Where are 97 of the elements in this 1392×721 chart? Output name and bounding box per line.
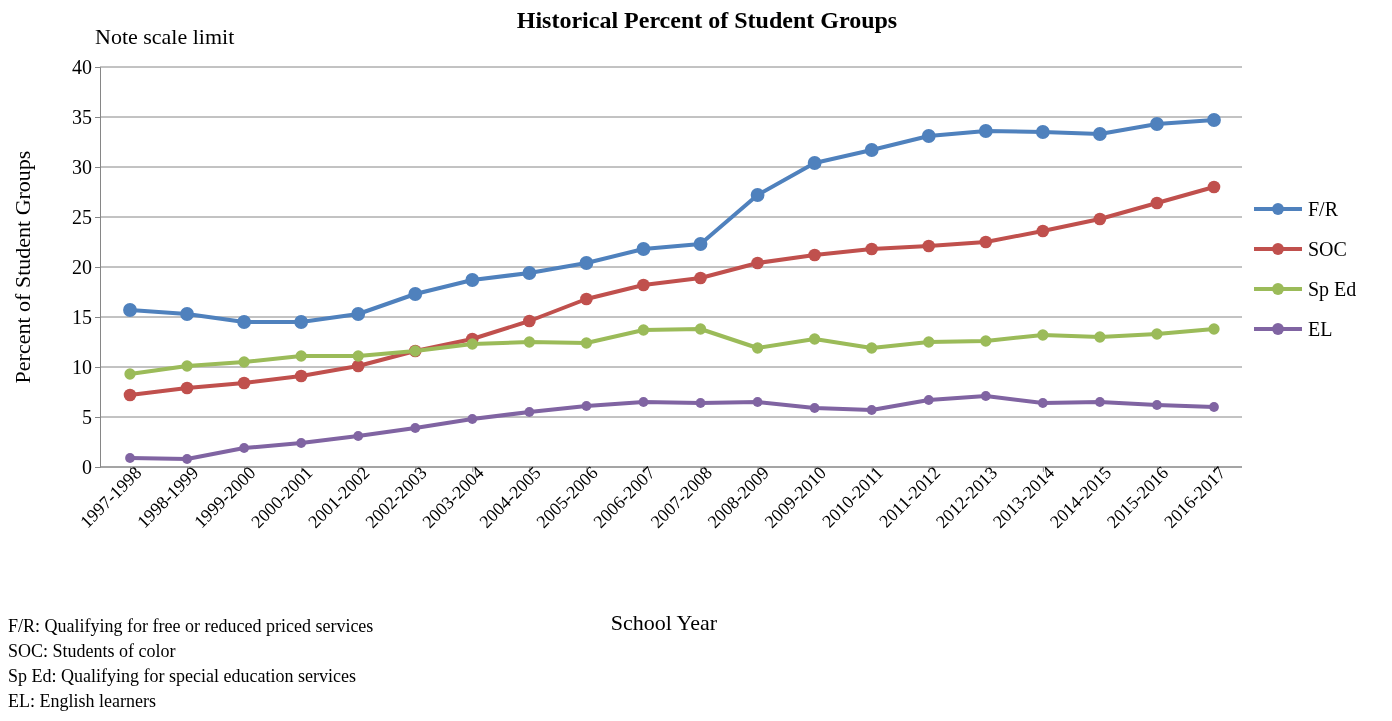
legend-label: EL — [1308, 318, 1333, 340]
point — [1208, 323, 1220, 335]
point — [123, 303, 137, 317]
point — [751, 256, 764, 270]
point — [978, 124, 993, 138]
point — [410, 423, 421, 433]
point — [637, 324, 650, 336]
point — [353, 431, 364, 441]
point — [693, 237, 708, 251]
y-tick-label: 35 — [72, 105, 92, 128]
point — [523, 336, 536, 348]
point — [296, 438, 307, 448]
point — [1209, 402, 1219, 412]
y-tick-label: 25 — [72, 205, 92, 228]
text: Note scale limit — [95, 24, 235, 49]
y-tick-label: 10 — [72, 355, 92, 378]
text: EL: English learners — [8, 691, 156, 711]
legend-label: SOC — [1308, 238, 1347, 260]
point — [123, 388, 137, 402]
point — [295, 350, 307, 362]
point — [522, 266, 537, 280]
point — [580, 292, 593, 306]
chart-title: Historical Percent of Student Groups — [516, 7, 898, 33]
point — [636, 242, 651, 256]
point — [980, 335, 992, 347]
point — [465, 273, 480, 287]
point — [351, 307, 366, 321]
point — [1037, 329, 1049, 341]
point — [866, 405, 877, 415]
point — [466, 338, 478, 350]
point — [581, 401, 592, 411]
y-tick-label: 40 — [72, 55, 92, 78]
point — [1036, 224, 1050, 238]
point — [580, 337, 593, 349]
point — [294, 369, 308, 383]
point — [524, 407, 535, 417]
point — [1095, 397, 1105, 407]
point — [1151, 328, 1163, 340]
legend-label: Sp Ed — [1308, 278, 1357, 301]
point — [921, 129, 936, 143]
y-tick-label: 15 — [72, 305, 92, 328]
point — [1093, 212, 1107, 226]
point — [239, 443, 249, 453]
point — [923, 336, 935, 348]
point — [866, 342, 878, 354]
text: F/R: Qualifying for free or reduced priced services — [8, 616, 374, 636]
point — [695, 398, 706, 408]
point — [979, 235, 993, 249]
point — [694, 323, 707, 335]
point — [694, 271, 707, 285]
point — [237, 376, 251, 390]
point — [408, 287, 423, 301]
point — [352, 350, 364, 362]
point — [752, 397, 763, 407]
point — [181, 360, 193, 372]
point — [1152, 400, 1162, 410]
point — [351, 359, 365, 373]
y-tick-label: 30 — [72, 155, 92, 178]
point — [808, 248, 821, 262]
y-axis-title: Percent of Student Groups — [10, 150, 35, 384]
point — [923, 395, 934, 405]
point — [637, 278, 650, 292]
point — [1092, 127, 1107, 141]
point — [125, 453, 135, 463]
point — [523, 314, 536, 328]
point — [751, 342, 764, 354]
point — [579, 256, 594, 270]
point — [864, 143, 879, 157]
point — [1207, 180, 1221, 194]
text: Sp Ed: Qualifying for special education services — [8, 666, 356, 686]
x-axis-title: School Year — [610, 610, 718, 635]
point — [865, 242, 878, 256]
point — [467, 414, 478, 424]
point — [237, 315, 252, 329]
point — [1150, 117, 1164, 131]
point — [808, 333, 821, 345]
point — [809, 403, 820, 413]
point — [1150, 196, 1164, 210]
text: SOC: Students of color — [8, 641, 176, 661]
point — [980, 391, 991, 401]
point — [922, 239, 936, 253]
point — [638, 397, 649, 407]
point — [182, 454, 192, 464]
legend-label: F/R — [1308, 198, 1339, 220]
point — [807, 156, 822, 170]
point — [1035, 125, 1050, 139]
point — [750, 188, 765, 202]
point — [294, 315, 309, 329]
point — [124, 368, 136, 380]
point — [180, 381, 194, 395]
y-tick-label: 5 — [82, 405, 92, 428]
point — [180, 307, 194, 321]
point — [1094, 331, 1106, 343]
point — [1037, 398, 1048, 408]
point — [1207, 113, 1221, 127]
point — [238, 356, 250, 368]
y-tick-label: 20 — [72, 255, 92, 278]
